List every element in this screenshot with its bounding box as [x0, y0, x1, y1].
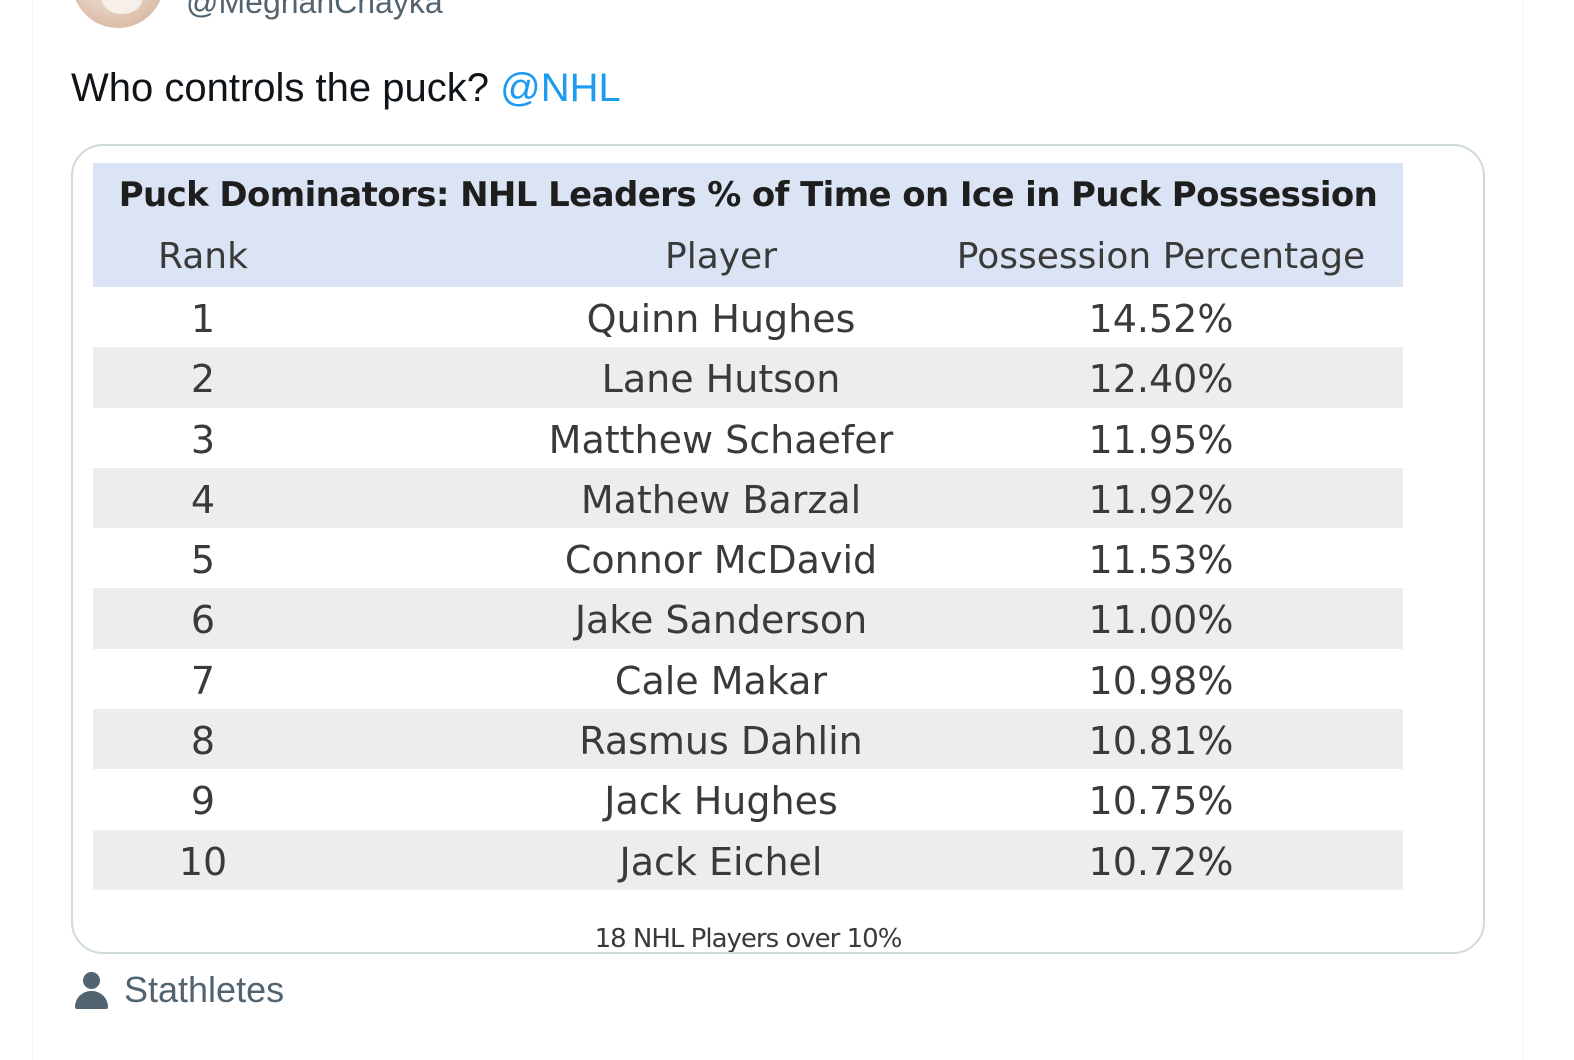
table-row: 7 Cale Makar 10.98%: [93, 649, 1403, 709]
mention-link[interactable]: @NHL: [500, 66, 621, 110]
player-cell: Cale Makar: [614, 658, 828, 703]
table-row: 2 Lane Hutson 12.40%: [93, 347, 1403, 408]
player-cell: Jack Eichel: [619, 839, 823, 884]
table-row: 9 Jack Hughes 10.75%: [93, 769, 1403, 829]
player-cell: Connor McDavid: [564, 538, 878, 583]
rank-cell: 10: [178, 839, 228, 884]
author-handle[interactable]: @MeghanChayka: [186, 0, 443, 20]
player-cell: Mathew Barzal: [580, 477, 862, 522]
table-body: 1 Quinn Hughes 14.52% 2 Lane Hutson 12.4…: [93, 287, 1403, 890]
percentage-cell: 10.72%: [1088, 839, 1234, 884]
percentage-cell: 12.40%: [1088, 357, 1234, 402]
rank-cell: 5: [190, 538, 216, 583]
rank-cell: 7: [190, 658, 216, 703]
percentage-cell: 11.95%: [1088, 417, 1234, 462]
percentage-cell: 11.00%: [1088, 598, 1234, 643]
percentage-cell: 14.52%: [1088, 297, 1234, 341]
post-media-image[interactable]: Puck Dominators: NHL Leaders % of Time o…: [71, 144, 1485, 954]
rank-cell: 2: [190, 357, 216, 402]
percentage-cell: 10.75%: [1088, 779, 1234, 824]
table-row: 8 Rasmus Dahlin 10.81%: [93, 709, 1403, 770]
table-footnote: 18 NHL Players over 10%: [594, 924, 903, 954]
rank-cell: 1: [190, 297, 216, 341]
table-row: 1 Quinn Hughes 14.52%: [93, 287, 1403, 347]
rank-cell: 4: [190, 477, 216, 522]
rank-cell: 9: [190, 779, 216, 824]
media-source-attribution[interactable]: Stathletes: [74, 966, 284, 1014]
avatar[interactable]: [72, 0, 164, 28]
percentage-cell: 10.81%: [1088, 719, 1234, 764]
rank-cell: 3: [190, 417, 216, 462]
table-row: 5 Connor McDavid 11.53%: [93, 528, 1403, 588]
post-text-body: Who controls the puck?: [71, 66, 489, 110]
player-cell: Rasmus Dahlin: [579, 719, 863, 764]
person-icon: [74, 970, 110, 1010]
player-cell: Jack Hughes: [604, 779, 838, 824]
column-header-player: Player: [664, 236, 778, 277]
column-header-percentage: Possession Percentage: [956, 236, 1366, 277]
table-row: 6 Jake Sanderson 11.00%: [93, 588, 1403, 649]
rank-cell: 6: [190, 598, 216, 643]
possession-table: Puck Dominators: NHL Leaders % of Time o…: [93, 163, 1403, 952]
percentage-cell: 10.98%: [1088, 658, 1234, 703]
table-row: 10 Jack Eichel 10.72%: [93, 829, 1403, 890]
table-header: Puck Dominators: NHL Leaders % of Time o…: [93, 163, 1403, 287]
post-text: Who controls the puck? @NHL: [71, 64, 621, 112]
column-header-rank: Rank: [158, 236, 248, 277]
player-cell: Lane Hutson: [601, 357, 841, 402]
player-cell: Matthew Schaefer: [548, 417, 894, 462]
player-cell: Quinn Hughes: [586, 297, 856, 341]
column-headers: Rank Player Possession Percentage: [93, 233, 1403, 281]
rank-cell: 8: [190, 719, 216, 764]
table-row: 4 Mathew Barzal 11.92%: [93, 467, 1403, 529]
table-title: Puck Dominators: NHL Leaders % of Time o…: [118, 175, 1378, 215]
percentage-cell: 11.53%: [1088, 538, 1234, 583]
source-label: Stathletes: [124, 969, 285, 1010]
player-cell: Jake Sanderson: [574, 598, 868, 643]
percentage-cell: 11.92%: [1088, 477, 1234, 522]
table-row: 3 Matthew Schaefer 11.95%: [93, 408, 1403, 468]
post-container: [32, 0, 1524, 1060]
